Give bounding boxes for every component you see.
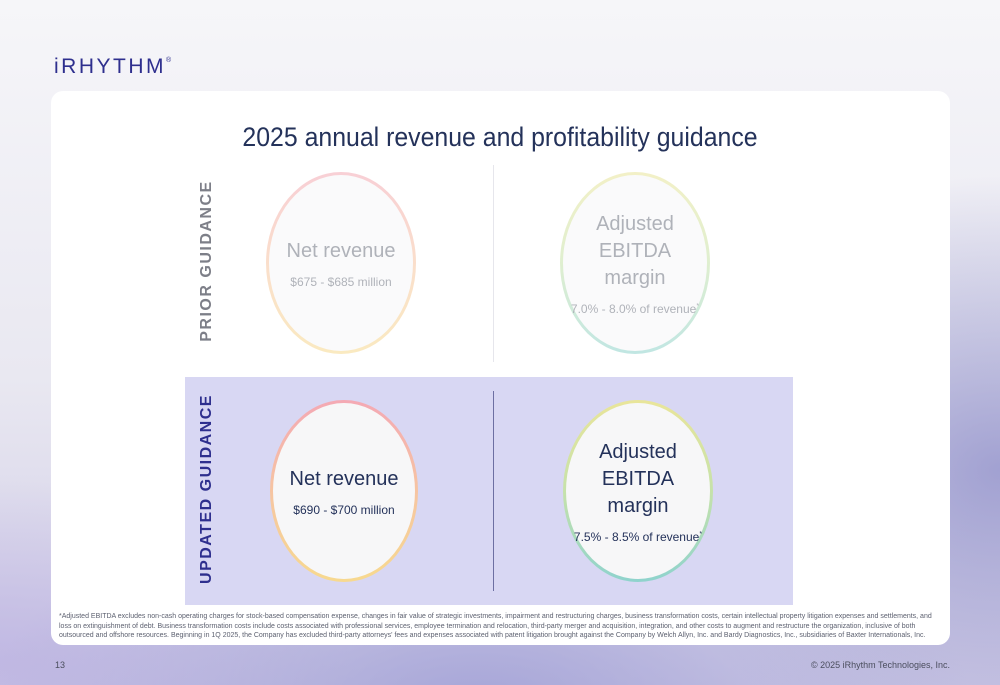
updated-net-revenue-value: $690 - $700 million [293, 502, 395, 517]
prior-guidance-label: PRIOR GUIDANCE [198, 180, 215, 342]
updated-net-revenue-title: Net revenue [289, 467, 399, 490]
prior-divider [493, 165, 494, 362]
slide-title: 2025 annual revenue and profitability gu… [242, 122, 758, 152]
prior-ebitda-value-wrap: 7.0% - 8.0% of revenue* [571, 302, 699, 316]
prior-net-revenue-oval: Net revenue $675 - $685 million [266, 172, 416, 354]
updated-ebitda-title-line2: margin [607, 494, 669, 517]
footnote: *Adjusted EBITDA excludes non-cash opera… [59, 613, 932, 640]
copyright: © 2025 iRhythm Technologies, Inc. [810, 660, 950, 670]
updated-ebitda-value: 7.5% - 8.5% of revenue [573, 529, 700, 544]
prior-ebitda-title-line1: Adjusted EBITDA [596, 212, 674, 262]
prior-net-revenue-value: $675 - $685 million [290, 274, 392, 289]
updated-ebitda-oval: Adjusted EBITDA margin 7.5% - 8.5% of re… [563, 400, 713, 582]
prior-ebitda-value: 7.0% - 8.0% of revenue [570, 301, 697, 316]
company-logo: iRHYTHM® [54, 55, 171, 79]
page-number: 13 [55, 660, 66, 670]
registered-mark: ® [166, 57, 172, 64]
logo-text: iRHYTHM [54, 55, 166, 78]
updated-ebitda-footnote-mark: * [699, 530, 703, 538]
updated-ebitda-value-wrap: 7.5% - 8.5% of revenue* [574, 530, 702, 544]
prior-ebitda-title-line2: margin [604, 266, 666, 289]
prior-ebitda-footnote-mark: * [696, 302, 700, 310]
updated-divider [493, 391, 494, 591]
prior-ebitda-oval: Adjusted EBITDA margin 7.0% - 8.0% of re… [560, 172, 710, 354]
prior-net-revenue-title: Net revenue [286, 239, 396, 262]
updated-guidance-label: UPDATED GUIDANCE [198, 394, 215, 584]
updated-net-revenue-oval: Net revenue $690 - $700 million [270, 400, 418, 582]
updated-ebitda-title-line1: Adjusted EBITDA [599, 440, 677, 490]
